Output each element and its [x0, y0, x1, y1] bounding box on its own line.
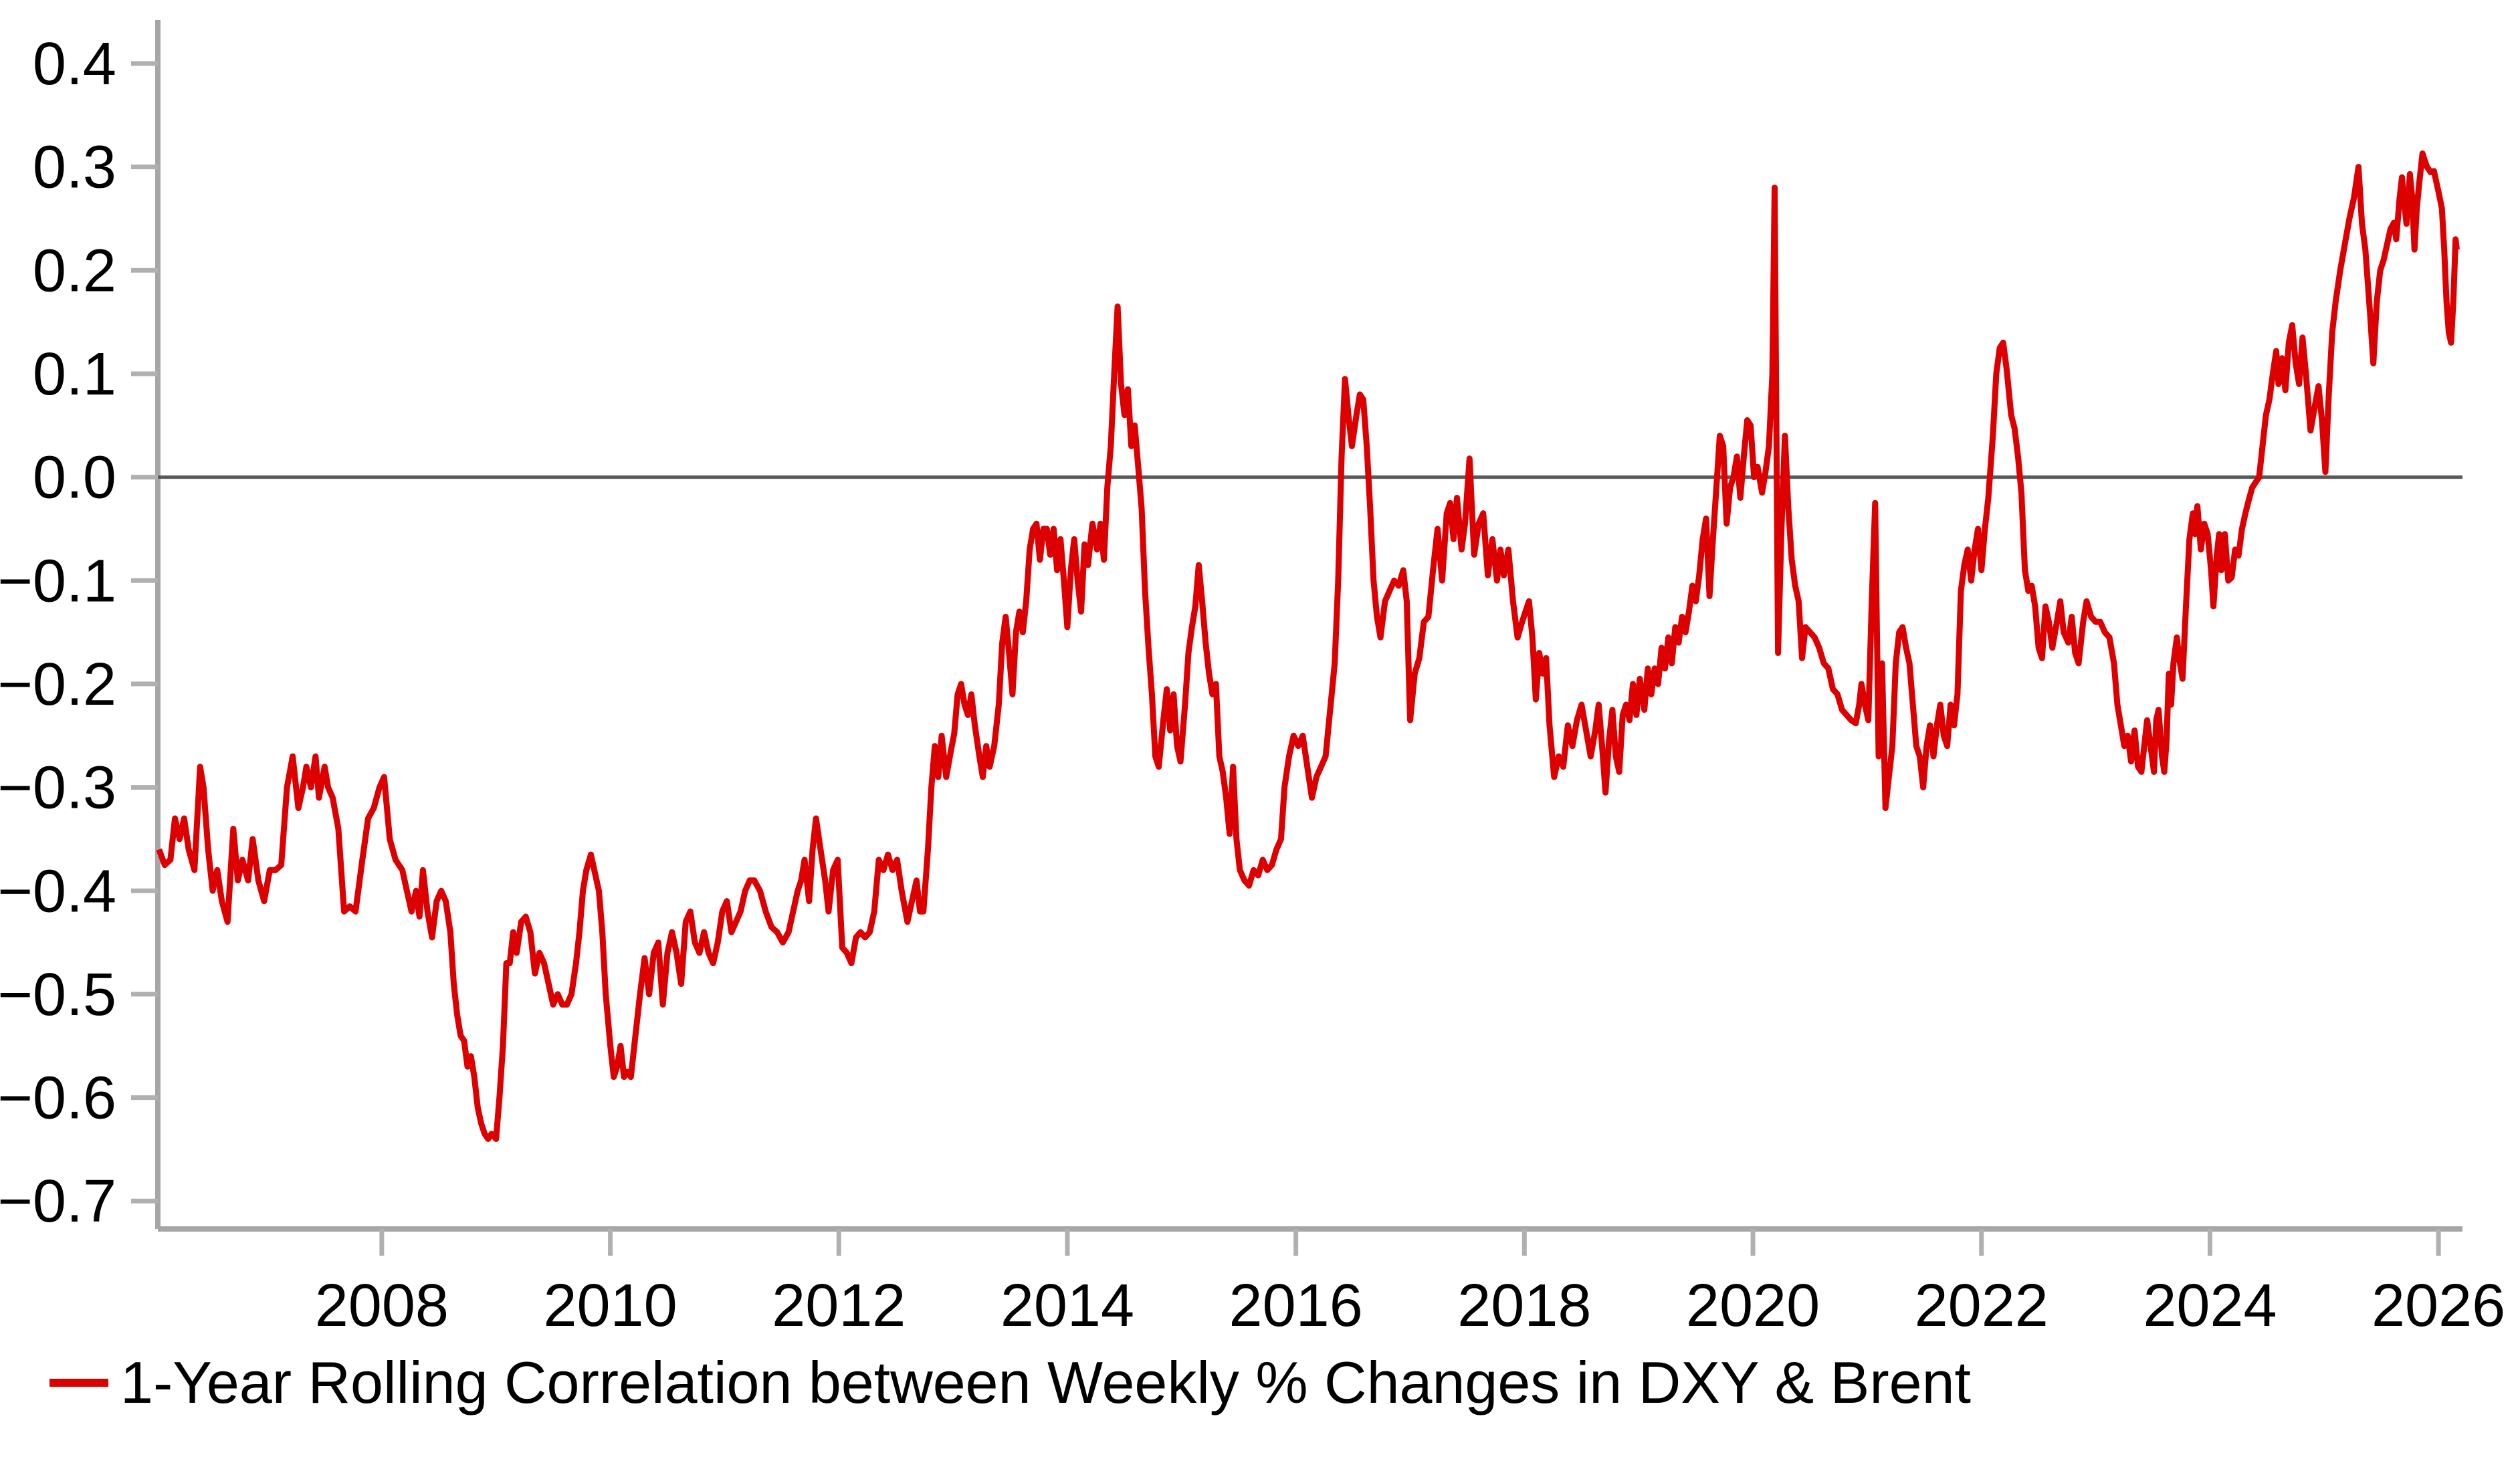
x-tick-label: 2010 — [543, 1272, 677, 1339]
x-tick-label: 2018 — [1457, 1272, 1591, 1339]
x-tick-label: 2024 — [2143, 1272, 2277, 1339]
y-tick-label: −0.1 — [0, 548, 116, 614]
legend: 1-Year Rolling Correlation between Weekl… — [49, 1349, 1971, 1416]
y-tick-label: −0.2 — [0, 651, 116, 718]
y-tick-label: 0.2 — [33, 237, 116, 304]
y-tick-label: −0.5 — [0, 961, 116, 1028]
axes: 0.4 0.3 0.2 0.1 0.0 −0.1 −0.2 −0.3 −0.4 −0.5 −0.6 −… — [0, 20, 2505, 1339]
y-tick-label: −0.4 — [0, 858, 116, 925]
x-tick-label: 2014 — [1001, 1272, 1134, 1339]
x-tick-label: 2020 — [1686, 1272, 1820, 1339]
correlation-series-line — [156, 150, 2460, 1142]
y-tick-label: 0.0 — [33, 445, 116, 512]
y-tick-label: 0.1 — [33, 341, 116, 408]
y-tick-label: −0.3 — [0, 755, 116, 822]
y-tick-label: −0.7 — [0, 1168, 116, 1235]
y-tick-label: 0.3 — [33, 134, 116, 201]
series-lines — [156, 150, 2460, 1142]
x-tick-label: 2022 — [1915, 1272, 2049, 1339]
x-tick-label: 2026 — [2372, 1272, 2505, 1339]
legend-label: 1-Year Rolling Correlation between Weekl… — [120, 1349, 1971, 1416]
x-tick-label: 2012 — [772, 1272, 906, 1339]
y-tick-label: 0.4 — [33, 31, 116, 98]
y-tick-label: −0.6 — [0, 1065, 116, 1132]
x-tick-label: 2016 — [1229, 1272, 1363, 1339]
x-tick-label: 2008 — [315, 1272, 449, 1339]
